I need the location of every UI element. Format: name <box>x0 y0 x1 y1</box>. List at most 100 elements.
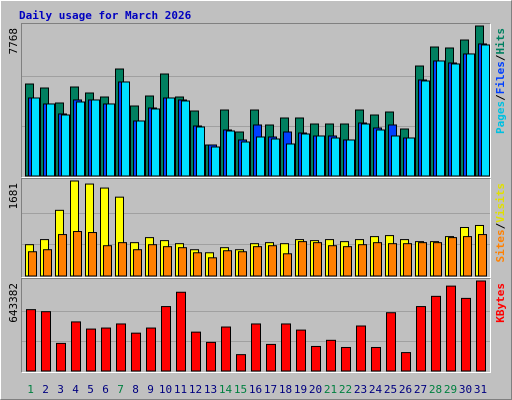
bar <box>176 291 186 372</box>
x-tick-label: 1 <box>27 383 34 396</box>
legend-entry: Files <box>494 61 507 94</box>
bar <box>391 135 400 177</box>
bar <box>121 81 130 177</box>
x-tick-label: 2 <box>42 383 49 396</box>
bar <box>451 63 460 177</box>
bar <box>196 126 205 177</box>
bar <box>401 352 411 372</box>
bar <box>101 327 111 372</box>
x-tick-label: 3 <box>57 383 64 396</box>
bar <box>136 120 145 177</box>
x-tick-label: 10 <box>159 383 172 396</box>
legend-entry: Visits <box>494 183 507 223</box>
bar <box>253 246 262 277</box>
bar <box>283 253 292 277</box>
bar <box>461 297 471 372</box>
bar <box>466 53 475 177</box>
x-tick-label: 14 <box>219 383 233 396</box>
legend-entry: Hits <box>494 28 507 55</box>
legend: KBytes <box>494 283 507 323</box>
bar <box>76 101 85 177</box>
x-tick-label: 13 <box>204 383 217 396</box>
bar <box>343 246 352 277</box>
bar <box>311 345 321 372</box>
x-tick-label: 7 <box>117 383 124 396</box>
bar <box>463 236 472 277</box>
y-tick-label: 643382 <box>7 283 20 323</box>
x-tick-label: 28 <box>429 383 442 396</box>
x-tick-label: 12 <box>189 383 202 396</box>
bar <box>431 295 441 372</box>
x-tick-label: 22 <box>339 383 352 396</box>
x-tick-label: 18 <box>279 383 292 396</box>
bar <box>133 249 142 277</box>
bar <box>388 243 397 277</box>
legend-separator: / <box>494 222 507 229</box>
bar <box>356 325 366 372</box>
bar <box>106 103 115 177</box>
bar <box>241 141 250 177</box>
bar <box>373 242 382 277</box>
legend-entry: KBytes <box>494 283 507 323</box>
legend-entry: Pages <box>494 101 507 134</box>
x-tick-label: 30 <box>459 383 472 396</box>
bar <box>91 99 100 177</box>
bar <box>328 245 337 277</box>
bar <box>208 257 217 277</box>
bar <box>341 346 351 372</box>
legend-entry: Sites <box>494 229 507 262</box>
bar <box>223 250 232 277</box>
x-tick-label: 26 <box>399 383 412 396</box>
bar <box>116 323 126 372</box>
bar <box>316 135 325 177</box>
bar <box>146 327 156 372</box>
bar <box>236 354 246 372</box>
bar <box>326 339 336 372</box>
bar <box>26 309 36 372</box>
x-tick-label: 19 <box>294 383 307 396</box>
bar <box>266 343 276 372</box>
bar <box>148 244 157 277</box>
bar <box>206 341 216 372</box>
legend: Pages/Files/Hits <box>494 28 507 134</box>
bar <box>416 306 426 372</box>
bar <box>41 311 51 372</box>
bar <box>56 342 66 372</box>
bar <box>193 252 202 277</box>
plot-bevel <box>21 23 491 178</box>
bar <box>58 234 67 277</box>
bar <box>281 323 291 372</box>
bar <box>211 146 220 177</box>
bar <box>403 243 412 277</box>
legend: Sites/Visits <box>494 183 507 263</box>
x-tick-label: 21 <box>324 383 337 396</box>
bar <box>31 97 40 177</box>
bar <box>256 136 265 177</box>
bar <box>71 321 81 372</box>
bar <box>163 246 172 277</box>
bar <box>361 123 370 177</box>
x-tick-label: 16 <box>249 383 262 396</box>
legend-separator: / <box>494 54 507 61</box>
bar <box>481 44 490 177</box>
bar <box>301 133 310 177</box>
x-tick-label: 8 <box>132 383 139 396</box>
bar <box>226 130 235 177</box>
bar <box>28 251 37 277</box>
chart-title: Daily usage for March 2026 <box>19 9 192 22</box>
x-tick-label: 6 <box>102 383 109 396</box>
bar <box>371 346 381 372</box>
bar <box>436 60 445 177</box>
x-tick-label: 9 <box>147 383 154 396</box>
x-tick-label: 29 <box>444 383 457 396</box>
bar <box>103 245 112 277</box>
bar <box>418 242 427 277</box>
bar <box>178 247 187 277</box>
x-tick-label: 15 <box>234 383 247 396</box>
bar <box>268 245 277 277</box>
bar <box>46 103 55 177</box>
bar <box>191 331 201 372</box>
bar <box>118 242 127 277</box>
bar <box>286 143 295 177</box>
bar <box>313 242 322 277</box>
